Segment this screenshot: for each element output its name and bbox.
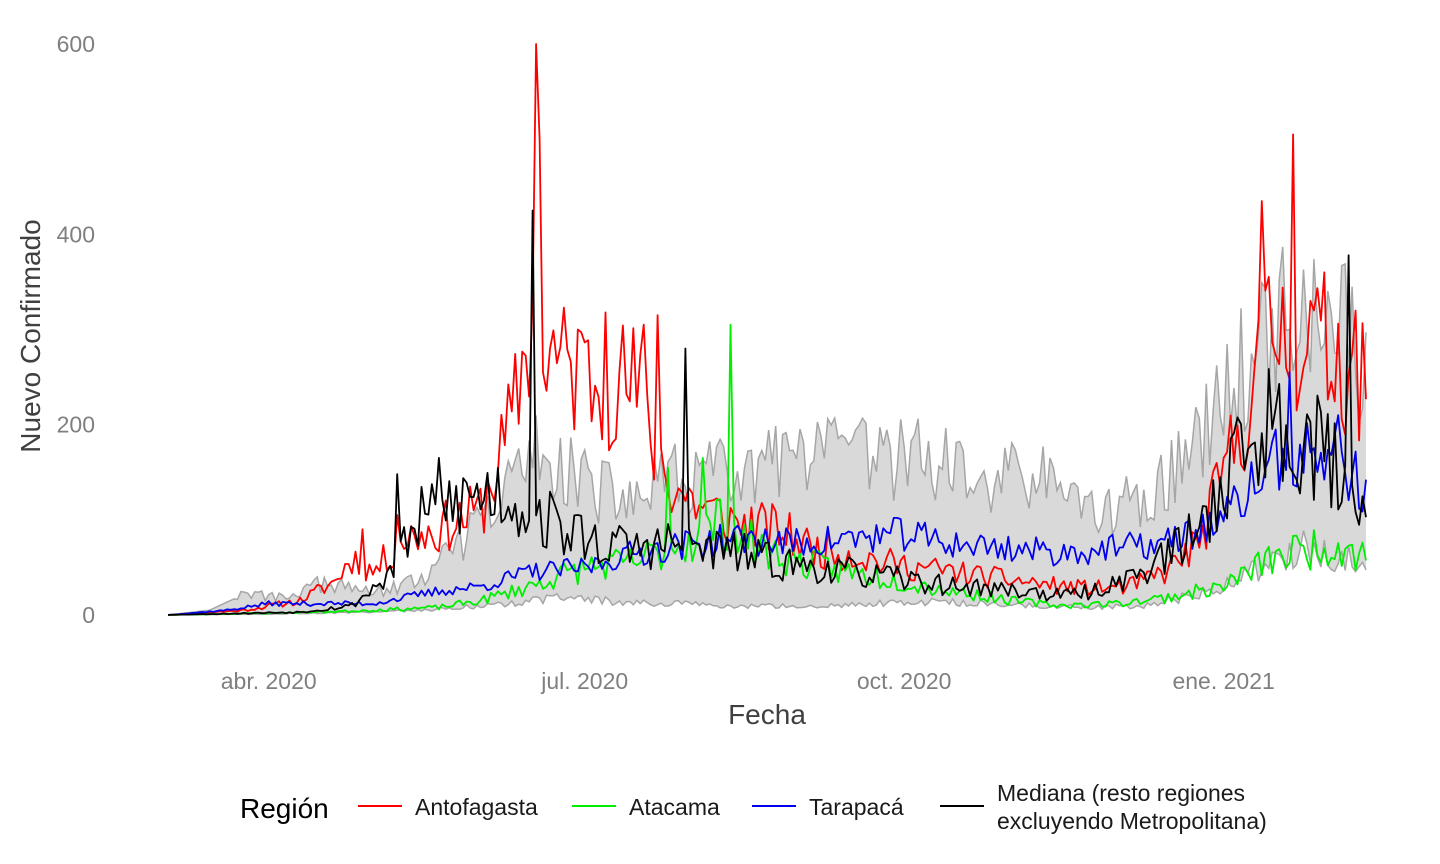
y-tick-label: 0 [82,602,95,628]
x-axis-title: Fecha [728,699,806,730]
legend-label-antofagasta: Antofagasta [415,794,538,820]
y-tick-label: 400 [57,221,95,247]
legend: Región Antofagasta Atacama Tarapacá Mediana… [240,780,1267,834]
series-line-atacama [168,323,1367,616]
legend-title: Región [240,793,329,824]
y-axis-ticks: 0 200 400 600 [57,31,95,628]
legend-label-atacama: Atacama [629,794,720,820]
series-lines [167,43,1367,616]
series-line-tarapaca [167,371,1367,616]
legend-label-mediana: excluyendo Metropolitana) [997,808,1267,834]
y-tick-label: 600 [57,31,95,57]
x-tick-label: jul. 2020 [540,668,628,694]
series-line-antofagasta [167,43,1367,616]
x-tick-label: abr. 2020 [221,668,317,694]
x-tick-label: ene. 2021 [1172,668,1274,694]
legend-label-mediana: Mediana (resto regiones [997,780,1245,806]
series-line-mediana [168,209,1367,616]
y-axis-title: Nuevo Confirmado [15,219,46,452]
band-upper-edge [167,246,1367,616]
x-axis-ticks: abr. 2020 jul. 2020 oct. 2020 ene. 2021 [221,668,1275,694]
x-tick-label: oct. 2020 [857,668,952,694]
band-area [168,246,1366,615]
legend-label-tarapaca: Tarapacá [809,794,904,820]
y-tick-label: 200 [57,412,95,438]
